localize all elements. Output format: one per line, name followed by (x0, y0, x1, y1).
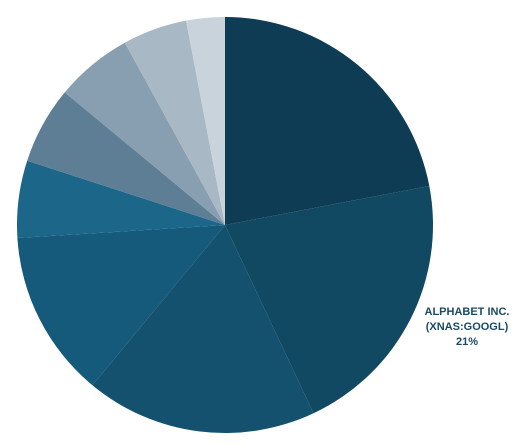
pie-slice (64, 42, 225, 225)
pie-slice (17, 160, 226, 239)
category-label: ALPHABET INC. (XNAS:GOOGL) (424, 306, 510, 333)
slice-label: ALPHABET INC. (XNAS:GOOGL) 21% (421, 305, 513, 350)
pie-slice (124, 20, 225, 226)
pie-slice (92, 225, 314, 433)
pie-slice (27, 92, 226, 226)
pie-slice (186, 17, 225, 225)
pie-slice (225, 186, 433, 414)
value-label: 21% (455, 336, 479, 348)
pie-slice (225, 17, 430, 225)
pie-slice (17, 225, 225, 386)
